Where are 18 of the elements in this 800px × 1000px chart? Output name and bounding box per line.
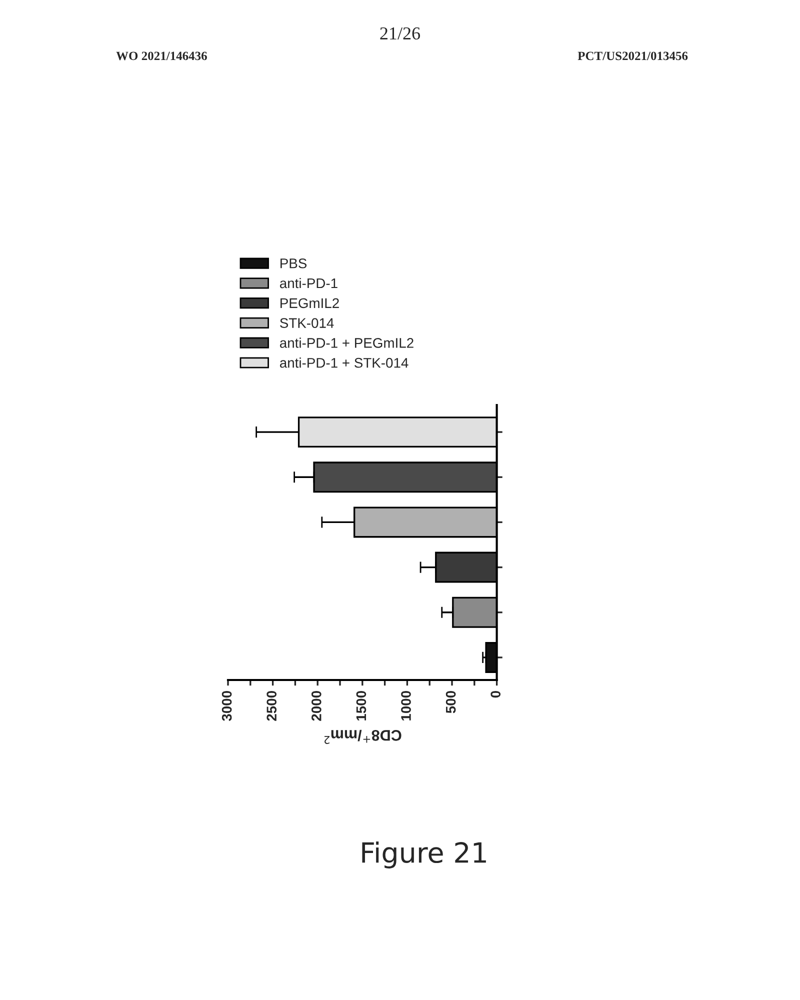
- caption: Figure 21: [362, 842, 486, 868]
- x-tick-label: 2500: [266, 690, 277, 721]
- text: PCT/US2021/013456: [578, 52, 688, 60]
- x-tick-label: 2000: [311, 690, 322, 721]
- x-tick-label: 500: [446, 690, 456, 714]
- legend-label: PBS: [280, 258, 307, 268]
- legend-label: anti-PD-1: [280, 278, 338, 288]
- x-axis-title: CD8$^{+}$/mm$^{2}$: [324, 730, 402, 744]
- x-tick-label: 1000: [401, 690, 411, 720]
- legend-label: anti-PD-1 + STK-014: [280, 358, 408, 368]
- x-tick-label: 1500: [356, 690, 366, 720]
- text: WO 2021/146436: [116, 52, 207, 60]
- legend-label: PEGmIL2: [280, 298, 339, 308]
- legend-label: anti-PD-1 + PEGmIL2: [280, 338, 414, 348]
- text: 21/26: [380, 27, 420, 40]
- x-tick-label: 3000: [222, 690, 232, 721]
- x-tick-label: 0: [490, 690, 501, 698]
- legend-label: STK-014: [280, 318, 334, 328]
